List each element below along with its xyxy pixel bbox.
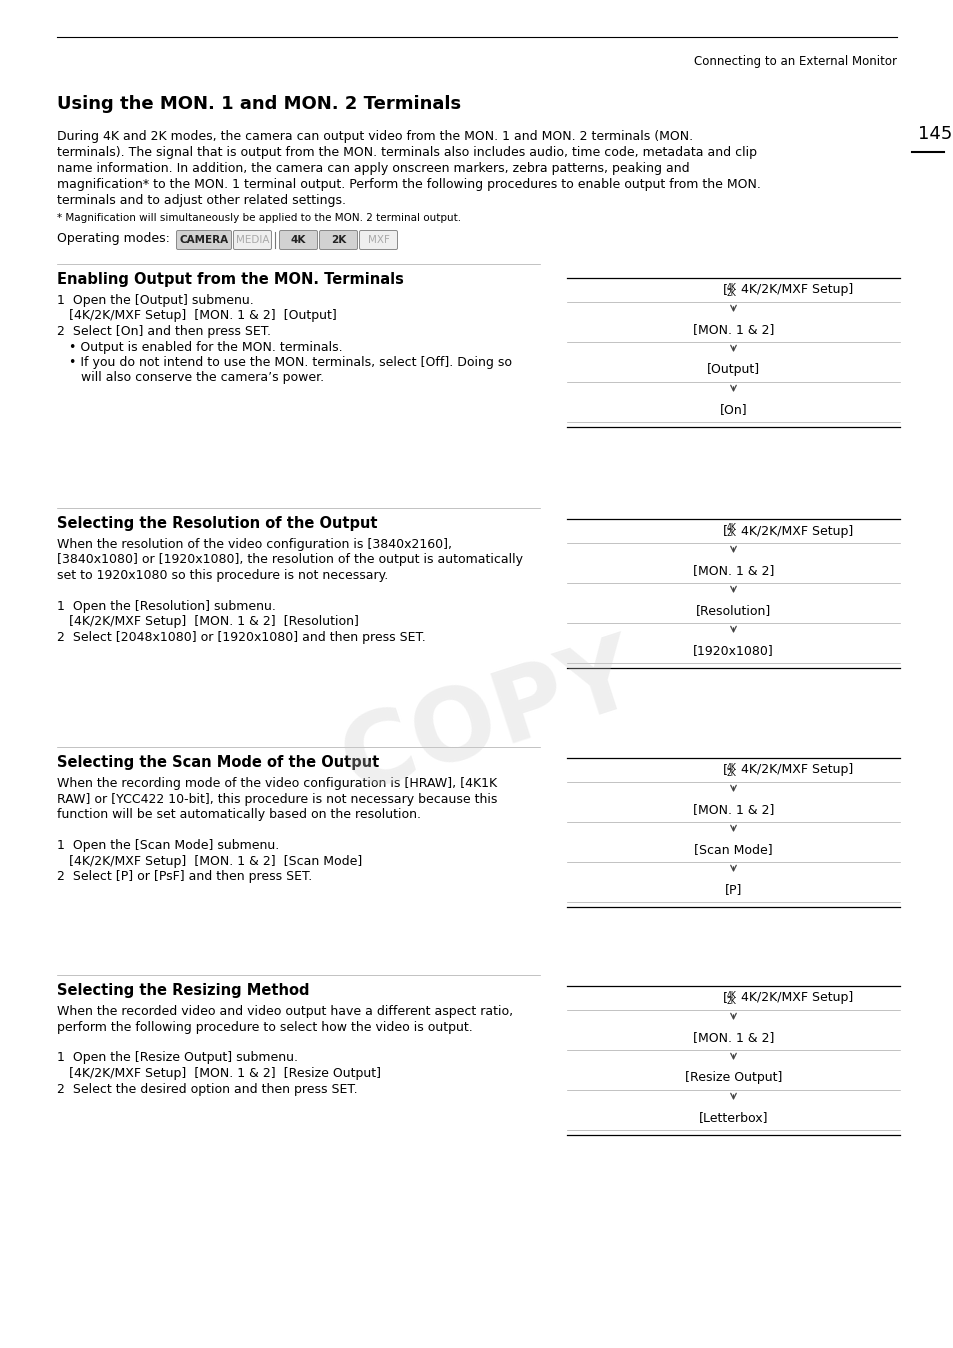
- Text: When the recorded video and video output have a different aspect ratio,: When the recorded video and video output…: [57, 1006, 513, 1018]
- Text: terminals and to adjust other related settings.: terminals and to adjust other related se…: [57, 194, 346, 208]
- Text: 2  Select [On] and then press SET.: 2 Select [On] and then press SET.: [57, 325, 271, 338]
- Text: Enabling Output from the MON. Terminals: Enabling Output from the MON. Terminals: [57, 272, 403, 287]
- Text: 4K: 4K: [726, 523, 736, 532]
- Text: MXF: MXF: [367, 235, 389, 245]
- Text: function will be set automatically based on the resolution.: function will be set automatically based…: [57, 807, 420, 821]
- Text: 4K/2K/MXF Setup]: 4K/2K/MXF Setup]: [740, 524, 853, 538]
- Text: 4K/2K/MXF Setup]: 4K/2K/MXF Setup]: [740, 992, 853, 1004]
- Text: 145: 145: [917, 125, 951, 143]
- Text: [MON. 1 & 2]: [MON. 1 & 2]: [692, 565, 774, 577]
- Text: perform the following procedure to select how the video is output.: perform the following procedure to selec…: [57, 1020, 473, 1034]
- Text: 4K: 4K: [726, 283, 736, 291]
- Text: [4K/2K/MXF Setup]  [MON. 1 & 2]  [Output]: [4K/2K/MXF Setup] [MON. 1 & 2] [Output]: [57, 310, 336, 322]
- Text: [4K/2K/MXF Setup]  [MON. 1 & 2]  [Resolution]: [4K/2K/MXF Setup] [MON. 1 & 2] [Resoluti…: [57, 616, 358, 628]
- Text: COPY: COPY: [330, 627, 649, 813]
- Text: 2K: 2K: [726, 996, 736, 1006]
- Text: magnification* to the MON. 1 terminal output. Perform the following procedures t: magnification* to the MON. 1 terminal ou…: [57, 178, 760, 191]
- Text: [Resolution]: [Resolution]: [695, 604, 770, 617]
- Text: [: [: [722, 283, 727, 297]
- Text: [Resize Output]: [Resize Output]: [684, 1072, 781, 1085]
- Text: MEDIA: MEDIA: [235, 235, 269, 245]
- Text: name information. In addition, the camera can apply onscreen markers, zebra patt: name information. In addition, the camer…: [57, 162, 689, 175]
- Text: [MON. 1 & 2]: [MON. 1 & 2]: [692, 1031, 774, 1045]
- Text: During 4K and 2K modes, the camera can output video from the MON. 1 and MON. 2 t: During 4K and 2K modes, the camera can o…: [57, 129, 693, 143]
- Text: [Scan Mode]: [Scan Mode]: [694, 844, 772, 856]
- Text: [4K/2K/MXF Setup]  [MON. 1 & 2]  [Scan Mode]: [4K/2K/MXF Setup] [MON. 1 & 2] [Scan Mod…: [57, 855, 362, 868]
- Text: 2K: 2K: [726, 530, 736, 538]
- Text: [P]: [P]: [724, 883, 741, 896]
- Text: 2K: 2K: [726, 288, 736, 298]
- Text: [MON. 1 & 2]: [MON. 1 & 2]: [692, 803, 774, 817]
- Text: * Magnification will simultaneously be applied to the MON. 2 terminal output.: * Magnification will simultaneously be a…: [57, 213, 460, 222]
- Text: Selecting the Resizing Method: Selecting the Resizing Method: [57, 983, 309, 998]
- Text: 4K/2K/MXF Setup]: 4K/2K/MXF Setup]: [740, 283, 853, 297]
- Text: • If you do not intend to use the MON. terminals, select [Off]. Doing so: • If you do not intend to use the MON. t…: [57, 356, 512, 369]
- FancyBboxPatch shape: [233, 231, 272, 249]
- Text: [Letterbox]: [Letterbox]: [698, 1112, 767, 1124]
- Text: 4K: 4K: [726, 763, 736, 771]
- Text: When the resolution of the video configuration is [3840x2160],: When the resolution of the video configu…: [57, 538, 452, 551]
- Text: CAMERA: CAMERA: [179, 235, 229, 245]
- Text: [: [: [722, 763, 727, 776]
- Text: [On]: [On]: [719, 403, 746, 417]
- Text: 1  Open the [Output] submenu.: 1 Open the [Output] submenu.: [57, 294, 253, 307]
- FancyBboxPatch shape: [176, 231, 232, 249]
- Text: [: [: [722, 992, 727, 1004]
- Text: 2K: 2K: [726, 768, 736, 778]
- Text: will also conserve the camera’s power.: will also conserve the camera’s power.: [57, 372, 324, 384]
- Text: terminals). The signal that is output from the MON. terminals also includes audi: terminals). The signal that is output fr…: [57, 146, 757, 159]
- Text: • Output is enabled for the MON. terminals.: • Output is enabled for the MON. termina…: [57, 341, 342, 353]
- Text: 1  Open the [Resize Output] submenu.: 1 Open the [Resize Output] submenu.: [57, 1051, 297, 1065]
- Text: When the recording mode of the video configuration is [HRAW], [4K1K: When the recording mode of the video con…: [57, 776, 497, 790]
- Text: Selecting the Resolution of the Output: Selecting the Resolution of the Output: [57, 516, 377, 531]
- Text: [1920x1080]: [1920x1080]: [693, 644, 773, 658]
- Text: RAW] or [YCC422 10-bit], this procedure is not necessary because this: RAW] or [YCC422 10-bit], this procedure …: [57, 793, 497, 806]
- Text: Using the MON. 1 and MON. 2 Terminals: Using the MON. 1 and MON. 2 Terminals: [57, 94, 460, 113]
- Text: 2  Select [P] or [PsF] and then press SET.: 2 Select [P] or [PsF] and then press SET…: [57, 869, 312, 883]
- Text: [4K/2K/MXF Setup]  [MON. 1 & 2]  [Resize Output]: [4K/2K/MXF Setup] [MON. 1 & 2] [Resize O…: [57, 1068, 380, 1080]
- Text: 4K: 4K: [291, 235, 306, 245]
- Text: [3840x1080] or [1920x1080], the resolution of the output is automatically: [3840x1080] or [1920x1080], the resoluti…: [57, 554, 522, 566]
- Text: [Output]: [Output]: [706, 364, 760, 376]
- Text: 1  Open the [Scan Mode] submenu.: 1 Open the [Scan Mode] submenu.: [57, 838, 279, 852]
- Text: 2K: 2K: [331, 235, 346, 245]
- FancyBboxPatch shape: [359, 231, 397, 249]
- FancyBboxPatch shape: [279, 231, 317, 249]
- Text: Operating modes:: Operating modes:: [57, 232, 170, 245]
- Text: Connecting to an External Monitor: Connecting to an External Monitor: [693, 55, 896, 67]
- Text: set to 1920x1080 so this procedure is not necessary.: set to 1920x1080 so this procedure is no…: [57, 569, 388, 582]
- Text: Selecting the Scan Mode of the Output: Selecting the Scan Mode of the Output: [57, 755, 379, 770]
- Text: 4K/2K/MXF Setup]: 4K/2K/MXF Setup]: [740, 763, 853, 776]
- Text: 4K: 4K: [726, 991, 736, 999]
- Text: [: [: [722, 524, 727, 538]
- Text: 1  Open the [Resolution] submenu.: 1 Open the [Resolution] submenu.: [57, 600, 275, 613]
- Text: 2  Select [2048x1080] or [1920x1080] and then press SET.: 2 Select [2048x1080] or [1920x1080] and …: [57, 631, 425, 644]
- FancyBboxPatch shape: [319, 231, 357, 249]
- Text: [MON. 1 & 2]: [MON. 1 & 2]: [692, 324, 774, 337]
- Text: 2  Select the desired option and then press SET.: 2 Select the desired option and then pre…: [57, 1082, 357, 1096]
